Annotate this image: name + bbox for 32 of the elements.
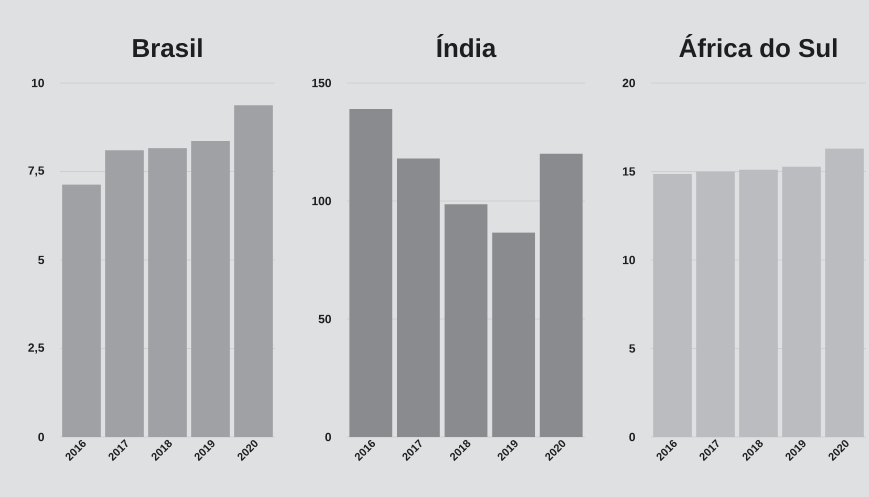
bar [739, 170, 778, 437]
y-tick-label: 50 [318, 314, 331, 324]
chart-title: Brasil [133, 38, 202, 58]
bar [349, 108, 392, 437]
y-tick-label: 10 [622, 256, 635, 264]
y-tick-label: 5 [629, 344, 636, 353]
bar [540, 154, 583, 437]
y-tick-label: 150 [312, 78, 331, 88]
y-tick-label: 7,5 [28, 166, 44, 177]
bar [696, 172, 735, 437]
bar [148, 148, 187, 437]
chart-title: Índia [437, 34, 496, 58]
y-tick-label: 2,5 [28, 343, 44, 354]
y-tick-label: 0 [38, 432, 44, 442]
bar [492, 232, 536, 437]
bar [62, 184, 101, 437]
bar [396, 158, 440, 437]
bar [653, 174, 692, 437]
bar [782, 166, 821, 437]
chart-title: África do Sul [679, 34, 837, 58]
y-tick-label: 100 [312, 196, 331, 206]
bar [825, 148, 864, 437]
y-tick-label: 0 [629, 432, 635, 442]
y-tick-label: 20 [622, 78, 635, 88]
y-tick-label: 15 [622, 167, 636, 176]
y-tick-label: 0 [325, 432, 331, 442]
y-tick-label: 5 [38, 256, 44, 264]
y-tick-label: 10 [32, 78, 44, 88]
bar [444, 204, 488, 437]
bar [105, 150, 144, 437]
bar [191, 141, 230, 437]
bar [234, 105, 273, 437]
